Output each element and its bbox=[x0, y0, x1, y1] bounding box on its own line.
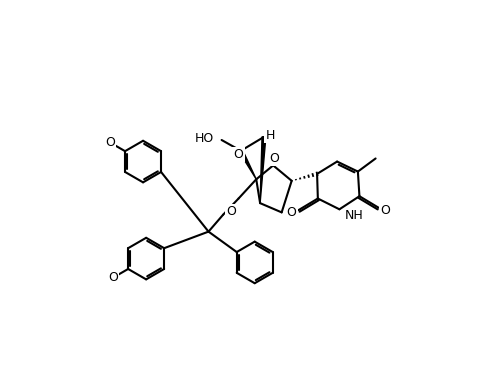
Text: O: O bbox=[226, 205, 236, 218]
Text: HO: HO bbox=[194, 132, 214, 145]
Text: H: H bbox=[266, 129, 275, 142]
Text: O: O bbox=[108, 271, 118, 284]
Polygon shape bbox=[239, 150, 256, 179]
Text: O: O bbox=[234, 148, 243, 161]
Text: O: O bbox=[269, 152, 279, 165]
Text: O: O bbox=[286, 206, 296, 219]
Text: NH: NH bbox=[345, 209, 364, 222]
Text: O: O bbox=[380, 204, 390, 217]
Polygon shape bbox=[260, 137, 266, 203]
Text: O: O bbox=[105, 136, 115, 149]
